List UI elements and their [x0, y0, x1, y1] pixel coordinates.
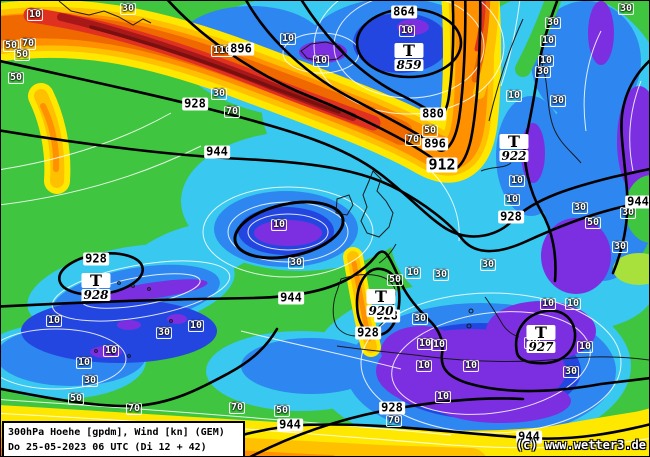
wind-speed-label: 10 [102, 345, 120, 357]
height-contour-label: 912 [426, 155, 458, 174]
low-symbol: T [366, 289, 396, 305]
height-contour-label: 944 [278, 290, 304, 305]
height-contour-label: 896 [228, 41, 254, 56]
height-contour-label: 880 [420, 106, 446, 121]
low-pressure-marker: T 927 [526, 325, 556, 354]
wind-speed-label: 10 [505, 90, 523, 102]
height-contour-label: 864 [391, 4, 417, 19]
wind-speed-label: 30 [155, 327, 173, 339]
low-pressure-marker: T 922 [499, 134, 529, 163]
height-contour-label: 928 [379, 400, 405, 415]
wind-speed-label: 10 [270, 219, 288, 231]
wind-speed-label: 10 [416, 338, 434, 350]
low-pressure-marker: T 859 [394, 43, 424, 72]
wind-speed-label: 50 [2, 40, 20, 52]
low-value: 927 [526, 340, 556, 354]
wind-speed-label: 50 [7, 72, 25, 84]
height-contour-label: 928 [182, 96, 208, 111]
low-pressure-marker: T 928 [81, 273, 111, 302]
isotach-lines [1, 1, 649, 449]
isotach-fill-green-patches [625, 175, 649, 243]
wind-speed-label: 50 [386, 274, 404, 286]
wind-speed-label: 30 [544, 17, 562, 29]
low-value: 920 [366, 304, 396, 318]
info-line-valid: Do 25-05-2023 06 UTC (Di 12 + 42) [8, 442, 207, 453]
wind-speed-label: 10 [415, 360, 433, 372]
wind-speed-label: 10 [75, 357, 93, 369]
wind-speed-label: 30 [479, 259, 497, 271]
wind-speed-label: 30 [571, 202, 589, 214]
wind-speed-label: 70 [385, 415, 403, 427]
wind-speed-label: 30 [619, 207, 637, 219]
wind-speed-label: 10 [430, 339, 448, 351]
wind-speed-label: 30 [611, 241, 629, 253]
wind-speed-label: 30 [617, 3, 635, 15]
wind-speed-label: 10 [539, 298, 557, 310]
height-contour-label: 928 [498, 209, 524, 224]
wind-speed-label: 30 [432, 269, 450, 281]
height-contour-label: 944 [516, 429, 542, 444]
wind-speed-label: 30 [562, 366, 580, 378]
height-contour-label: 928 [355, 325, 381, 340]
wind-speed-label: 10 [398, 25, 416, 37]
copyright-text: (c) www.wetter3.de [515, 438, 646, 452]
low-symbol: T [526, 325, 556, 341]
wind-speed-label: 10 [404, 267, 422, 279]
height-contour-label: 896 [422, 136, 448, 151]
wind-speed-label: 70 [125, 403, 143, 415]
wind-speed-label: 10 [312, 55, 330, 67]
wind-speed-label: 30 [411, 313, 429, 325]
wind-speed-label: 10 [462, 360, 480, 372]
height-contour-label: 944 [204, 144, 230, 159]
wind-speed-label: 10 [26, 9, 44, 21]
wind-speed-label: 30 [81, 375, 99, 387]
low-value: 922 [499, 149, 529, 163]
wind-speed-label: 10 [45, 315, 63, 327]
wind-speed-label: 10 [508, 175, 526, 187]
coastlines [58, 1, 649, 362]
height-contour-label: 944 [625, 194, 649, 209]
wind-speed-label: 30 [119, 3, 137, 15]
wind-speed-label: 30 [210, 88, 228, 100]
info-line-field: 300hPa Hoehe [gpdm], Wind [kn] (GEM) [8, 427, 225, 438]
wind-speed-label: 10 [503, 194, 521, 206]
wind-speed-label: 50 [67, 393, 85, 405]
wind-speed-label: 30 [549, 95, 567, 107]
height-contour-label: 944 [277, 417, 303, 432]
low-symbol: T [81, 273, 111, 289]
wind-speed-label: 50 [273, 405, 291, 417]
wind-speed-label: 10 [564, 298, 582, 310]
height-contour-label: 928 [83, 251, 109, 266]
wind-speed-label: 70 [404, 134, 422, 146]
wind-speed-label: 70 [223, 106, 241, 118]
wind-speed-label: 30 [287, 257, 305, 269]
low-value: 859 [394, 58, 424, 72]
low-symbol: T [394, 43, 424, 59]
map-info-box: 300hPa Hoehe [gpdm], Wind [kn] (GEM) Do … [2, 421, 245, 456]
low-value: 928 [81, 288, 111, 302]
wind-speed-label: 10 [539, 35, 557, 47]
low-pressure-marker: T 920 [366, 289, 396, 318]
wind-speed-label: 50 [584, 217, 602, 229]
low-symbol: T [499, 134, 529, 150]
jet-streak [1, 1, 501, 357]
wind-speed-label: 50 [421, 125, 439, 137]
wind-speed-label: 10 [187, 320, 205, 332]
wind-speed-label: 30 [534, 66, 552, 78]
wind-speed-label: 70 [228, 402, 246, 414]
wind-speed-label: 50 [13, 49, 31, 61]
wind-speed-label: 10 [434, 391, 452, 403]
wind-speed-label: 10 [576, 341, 594, 353]
wind-speed-label: 10 [279, 33, 297, 45]
